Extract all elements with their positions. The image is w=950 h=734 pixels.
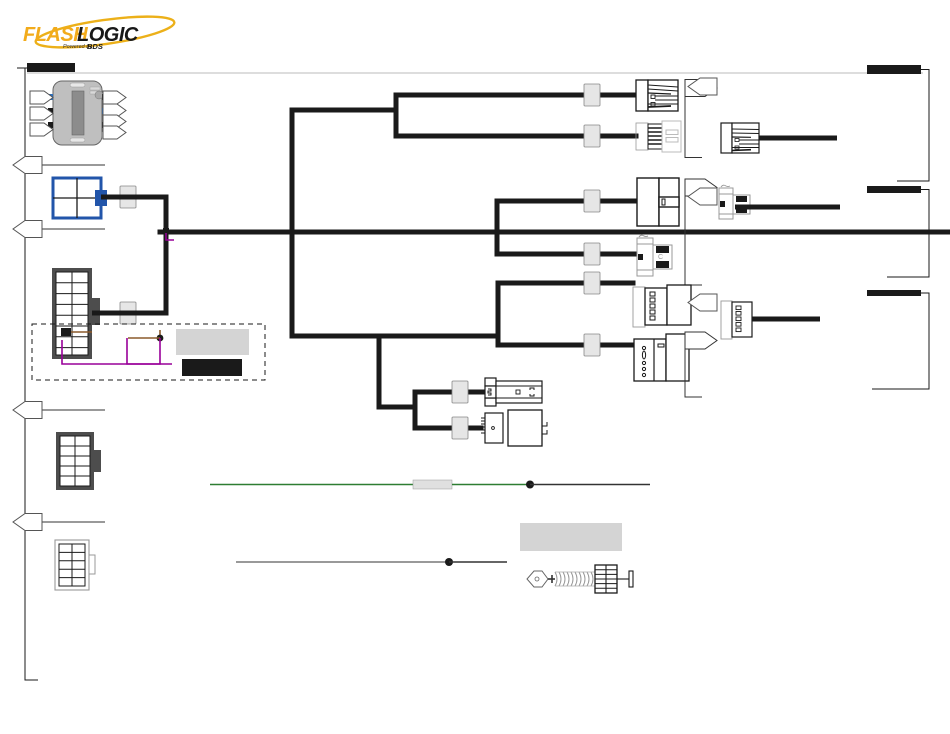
svg-text:BDS: BDS bbox=[87, 42, 103, 51]
